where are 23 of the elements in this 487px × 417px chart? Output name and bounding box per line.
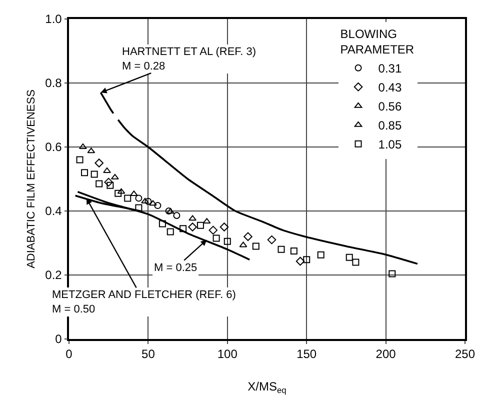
annotation: M = 0.25 [154,262,198,274]
annotation: METZGER AND FLETCHER (REF. 6) M = 0.50 [52,289,236,316]
legend-label: 0.56 [378,100,402,114]
legend-label: 0.85 [378,118,402,133]
legend-label: 0.43 [378,80,402,95]
y-tick-label: 0.2 [45,268,62,282]
legend-label: 1.05 [378,138,402,152]
x-tick-label: 50 [142,347,156,362]
x-axis-title: X/MS$_{eq}$ [248,380,287,396]
x-tick-label: 150 [296,347,317,362]
y-tick-label: 0.4 [45,204,62,218]
y-tick-label: 1.0 [45,12,62,26]
y-tick-label: 0 [55,332,62,346]
x-tick-label: 250 [454,347,476,362]
y-tick-label: 0.6 [45,140,62,154]
x-tick-label: 200 [376,347,396,362]
y-tick-label: 0.8 [45,76,62,90]
x-tick-label: 100 [217,347,238,362]
y-axis-title: ADIABATIC FILM EFFECTIVENESS [25,90,38,268]
legend-title: BLOWING PARAMETER [340,26,414,56]
legend-label: 0.31 [378,62,402,76]
annotation: HARTNETT ET AL (REF. 3) M = 0.28 [122,46,256,72]
x-tick-label: 0 [66,347,73,362]
